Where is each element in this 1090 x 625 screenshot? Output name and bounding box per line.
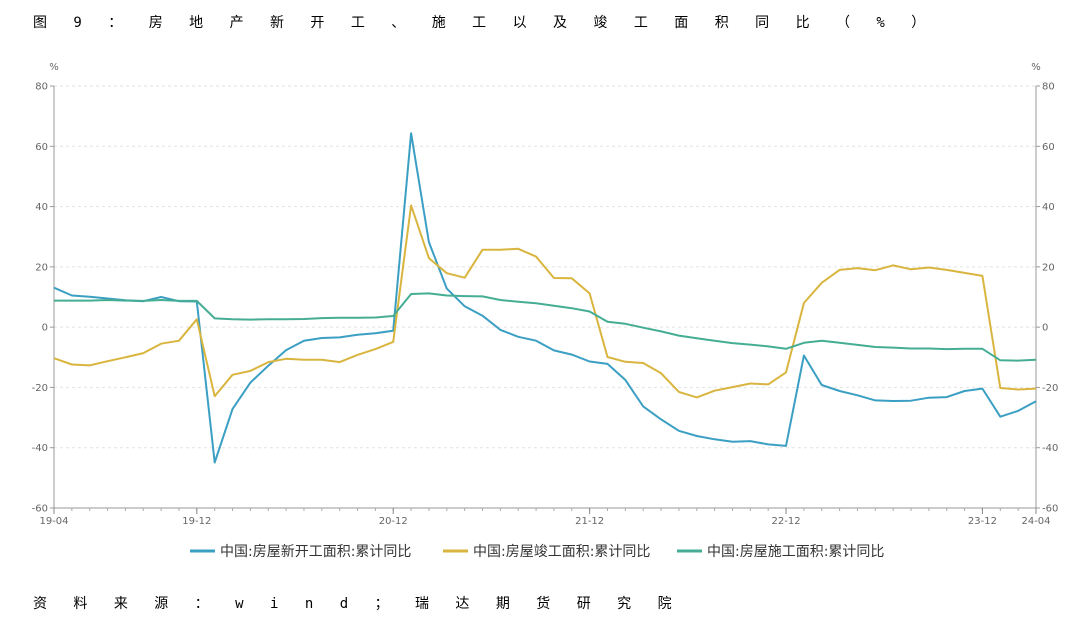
series-layer xyxy=(53,132,1037,464)
series-line-2 xyxy=(53,204,1037,399)
y-tick-label-right: 0 xyxy=(1042,323,1048,334)
y-tick-label-right: -40 xyxy=(1042,443,1058,454)
y-tick-label-left: 20 xyxy=(35,262,48,273)
y-tick-label-right: 80 xyxy=(1042,82,1055,93)
y-tick-label-left: 60 xyxy=(35,142,48,153)
x-tick-label: 23-12 xyxy=(968,516,997,527)
x-tick-label: 19-04 xyxy=(39,516,68,527)
legend: 中国:房屋新开工面积:累计同比 中国:房屋竣工面积:累计同比 中国:房屋施工面积:累… xyxy=(190,544,884,560)
y-tick-label-right: 40 xyxy=(1042,202,1055,213)
series-line-1 xyxy=(53,132,1037,464)
series-line-3 xyxy=(54,292,1037,362)
y-tick-label-right: -60 xyxy=(1042,504,1058,515)
y-tick-label-left: -40 xyxy=(32,443,48,454)
legend-label-1: 中国:房屋新开工面积:累计同比 xyxy=(220,544,411,560)
legend-label-2: 中国:房屋竣工面积:累计同比 xyxy=(473,544,650,560)
source-note: 资 料 来 源 ： w i n d ； 瑞 达 期 货 研 究 院 xyxy=(33,596,681,612)
y-tick-label-right: 60 xyxy=(1042,142,1055,153)
y-tick-label-left: 40 xyxy=(35,202,48,213)
grid-layer xyxy=(54,85,1036,509)
x-tick-label: 24-04 xyxy=(1021,516,1050,527)
x-tick-label: 22-12 xyxy=(772,516,801,527)
y-tick-label-left: -60 xyxy=(32,504,48,515)
figure-title: 图 9 ： 房 地 产 新 开 工 、 施 工 以 及 竣 工 面 积 同 比 … xyxy=(33,15,935,31)
y-unit-right: % xyxy=(1031,62,1041,73)
x-tick-label: 20-12 xyxy=(379,516,408,527)
x-tick-label: 19-12 xyxy=(182,516,211,527)
y-tick-label-left: 80 xyxy=(35,82,48,93)
y-tick-label-left: 0 xyxy=(42,323,48,334)
y-unit-left: % xyxy=(49,62,59,73)
y-tick-label-right: 20 xyxy=(1042,262,1055,273)
y-tick-label-left: -20 xyxy=(32,383,48,394)
axis-layer: 80 80 60 60 40 40 20 20 0 0 -20 -20 -40 -40 -60 -60% % 19… xyxy=(32,62,1059,527)
y-tick-label-right: -20 xyxy=(1042,383,1058,394)
x-tick-label: 21-12 xyxy=(575,516,604,527)
legend-label-3: 中国:房屋施工面积:累计同比 xyxy=(707,544,884,560)
